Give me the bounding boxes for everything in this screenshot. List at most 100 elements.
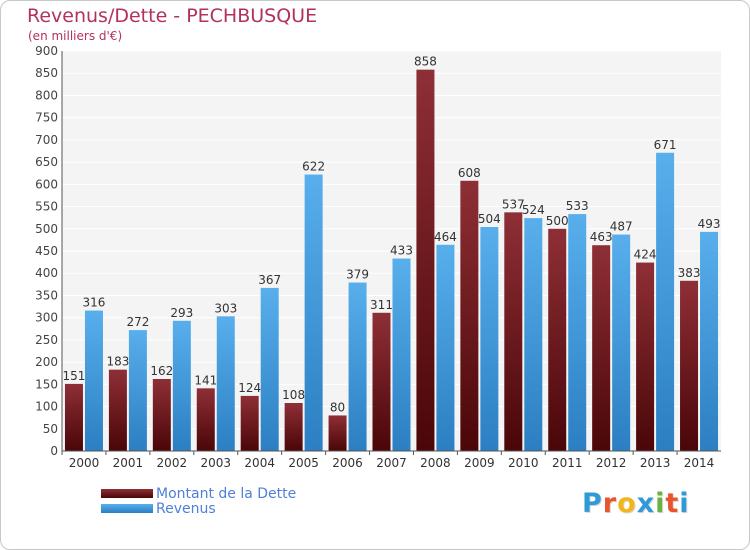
- logo-letter: x: [636, 488, 656, 519]
- bar-dette: [372, 312, 391, 451]
- y-tick-label: 550: [35, 200, 58, 214]
- data-label-revenus: 367: [258, 273, 281, 287]
- y-tick-label: 450: [35, 244, 58, 258]
- bar-dette: [680, 280, 699, 451]
- bar-dette: [108, 369, 127, 451]
- data-label-dette: 463: [590, 230, 613, 244]
- y-tick-label: 500: [35, 222, 58, 236]
- logo-letter: o: [617, 488, 637, 519]
- bar-revenus: [84, 310, 103, 451]
- bar-dette: [64, 383, 83, 451]
- bar-revenus: [612, 234, 631, 451]
- data-label-revenus: 533: [566, 199, 589, 213]
- x-tick-label: 2007: [376, 456, 407, 470]
- x-tick-label: 2001: [113, 456, 144, 470]
- x-tick-label: 2002: [157, 456, 188, 470]
- bar-revenus: [436, 244, 455, 451]
- logo-letter: P: [582, 488, 603, 519]
- x-tick-label: 2005: [288, 456, 319, 470]
- data-label-revenus: 622: [302, 160, 325, 174]
- data-label-dette: 608: [458, 166, 481, 180]
- y-tick-label: 700: [35, 133, 58, 147]
- legend-swatch-dette: [101, 489, 153, 498]
- x-tick-label: 2003: [200, 456, 231, 470]
- bar-dette: [152, 379, 171, 451]
- data-label-dette: 383: [678, 266, 701, 280]
- data-label-revenus: 433: [390, 244, 413, 258]
- x-tick-label: 2013: [640, 456, 671, 470]
- data-label-revenus: 487: [610, 220, 633, 234]
- data-label-dette: 80: [330, 400, 345, 414]
- bar-revenus: [260, 287, 279, 451]
- bar-revenus: [128, 330, 147, 451]
- x-tick-label: 2008: [420, 456, 451, 470]
- y-tick-label: 800: [35, 88, 58, 102]
- logo-letter: i: [679, 488, 690, 519]
- x-tick-label: 2012: [596, 456, 627, 470]
- bar-revenus: [348, 282, 367, 451]
- bar-dette: [636, 262, 655, 451]
- bar-revenus: [480, 227, 499, 451]
- x-tick-label: 2014: [684, 456, 715, 470]
- data-label-dette: 858: [414, 55, 437, 69]
- x-tick-label: 2010: [508, 456, 539, 470]
- data-label-revenus: 493: [698, 217, 721, 231]
- data-label-dette: 424: [634, 248, 657, 262]
- chart-subtitle: (en milliers d'€): [28, 29, 123, 43]
- x-tick-label: 2000: [69, 456, 100, 470]
- bar-dette: [548, 228, 567, 451]
- y-tick-label: 300: [35, 311, 58, 325]
- x-tick-label: 2006: [332, 456, 363, 470]
- y-tick-label: 200: [35, 355, 58, 369]
- bar-dette: [504, 212, 523, 451]
- bar-revenus: [172, 320, 191, 451]
- data-label-dette: 311: [370, 298, 393, 312]
- data-label-dette: 141: [194, 373, 217, 387]
- proxiti-logo: Proxiti: [582, 488, 690, 519]
- data-label-dette: 500: [546, 214, 569, 228]
- data-label-revenus: 293: [170, 306, 193, 320]
- logo-letter: t: [665, 488, 680, 519]
- y-tick-label: 850: [35, 66, 58, 80]
- bar-dette: [592, 245, 611, 451]
- bar-dette: [284, 403, 303, 451]
- y-tick-label: 350: [35, 288, 58, 302]
- y-tick-label: 150: [35, 377, 58, 391]
- data-label-revenus: 524: [522, 203, 545, 217]
- y-tick-label: 900: [35, 44, 58, 58]
- y-tick-label: 0: [50, 444, 58, 458]
- bar-revenus: [304, 174, 323, 452]
- bar-dette: [196, 388, 215, 451]
- data-label-revenus: 671: [654, 138, 677, 152]
- logo-letter: i: [655, 488, 666, 519]
- data-label-revenus: 272: [126, 315, 149, 329]
- logo-letter: r: [602, 488, 618, 519]
- bar-chart: 151 316 183 272 162 293 141 303 124 367 108 622 80 37…: [35, 44, 721, 470]
- bar-revenus: [392, 258, 411, 451]
- data-label-dette: 108: [282, 388, 305, 402]
- bar-revenus: [524, 218, 543, 451]
- y-tick-label: 650: [35, 155, 58, 169]
- x-tick-label: 2011: [552, 456, 583, 470]
- legend-swatch-revenus: [101, 504, 153, 513]
- y-tick-label: 50: [43, 422, 58, 436]
- y-tick-label: 100: [35, 400, 58, 414]
- data-label-dette: 162: [150, 364, 173, 378]
- x-tick-label: 2009: [464, 456, 495, 470]
- bar-revenus: [656, 152, 675, 451]
- data-label-dette: 151: [63, 369, 86, 383]
- y-tick-label: 750: [35, 111, 58, 125]
- data-label-dette: 183: [106, 355, 129, 369]
- bar-dette: [328, 415, 347, 451]
- data-label-revenus: 303: [214, 301, 237, 315]
- x-tick-label: 2004: [244, 456, 275, 470]
- data-label-revenus: 464: [434, 230, 457, 244]
- data-label-revenus: 379: [346, 268, 369, 282]
- legend-label-revenus: Revenus: [156, 501, 216, 517]
- bar-revenus: [216, 316, 235, 451]
- data-label-dette: 537: [502, 197, 525, 211]
- y-tick-label: 400: [35, 266, 58, 280]
- bar-dette: [240, 395, 259, 451]
- data-label-revenus: 504: [478, 212, 501, 226]
